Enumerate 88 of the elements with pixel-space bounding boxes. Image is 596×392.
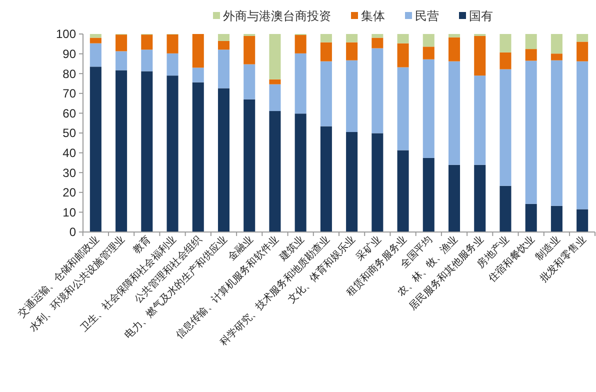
legend-label: 国有 xyxy=(469,9,493,23)
bar xyxy=(550,54,562,60)
bar xyxy=(269,79,281,84)
bar xyxy=(116,51,128,70)
bar xyxy=(576,42,588,62)
bar xyxy=(218,40,230,50)
bar xyxy=(474,164,486,232)
bar xyxy=(448,34,460,38)
bar xyxy=(500,186,512,232)
y-tick-label: 100 xyxy=(56,27,76,42)
bar xyxy=(218,34,230,41)
bar xyxy=(244,64,256,100)
y-tick-label: 20 xyxy=(62,186,76,200)
bar xyxy=(320,34,332,42)
y-tick-label: 60 xyxy=(62,106,76,120)
y-tick-label: 40 xyxy=(62,146,76,160)
bar xyxy=(474,36,486,76)
bar xyxy=(320,126,332,232)
bar xyxy=(166,53,178,76)
bar xyxy=(576,34,588,42)
bar xyxy=(141,34,153,50)
bar xyxy=(422,59,434,158)
bar xyxy=(192,34,204,68)
bar xyxy=(346,42,358,60)
bar xyxy=(448,61,460,165)
legend-label: 民营 xyxy=(415,9,439,23)
bar xyxy=(141,50,153,72)
bar xyxy=(294,114,306,232)
bar xyxy=(346,34,358,42)
bar xyxy=(500,69,512,186)
bar xyxy=(166,34,178,54)
bar xyxy=(550,206,562,232)
bar xyxy=(422,34,434,47)
bar xyxy=(141,71,153,232)
bar xyxy=(218,50,230,88)
y-tick-label: 70 xyxy=(62,86,76,101)
bar xyxy=(372,34,384,38)
bar xyxy=(422,158,434,232)
y-tick-label: 0 xyxy=(69,225,76,240)
bar xyxy=(244,36,256,64)
y-tick-label: 80 xyxy=(62,66,76,81)
bar xyxy=(397,43,409,68)
bar xyxy=(576,209,588,232)
bar xyxy=(448,37,460,62)
bar xyxy=(269,111,281,232)
y-tick-label: 10 xyxy=(62,205,76,220)
bar xyxy=(116,34,128,52)
bar xyxy=(90,66,102,232)
bar xyxy=(372,133,384,232)
bar xyxy=(550,34,562,54)
bar xyxy=(320,61,332,126)
bar xyxy=(294,34,306,54)
y-tick-label: 30 xyxy=(62,166,76,180)
y-tick-label: 50 xyxy=(62,126,76,140)
bar xyxy=(90,38,102,44)
bar xyxy=(397,150,409,232)
y-tick-label: 90 xyxy=(62,47,76,61)
bar xyxy=(90,43,102,67)
bar xyxy=(397,67,409,150)
bar xyxy=(397,34,409,44)
bar xyxy=(244,99,256,232)
bar xyxy=(166,76,178,232)
bar xyxy=(448,164,460,232)
bar xyxy=(192,68,204,82)
bar xyxy=(192,82,204,232)
bar xyxy=(525,204,537,232)
bar xyxy=(294,53,306,114)
bar xyxy=(525,34,537,50)
bar xyxy=(500,34,512,52)
legend-label: 外商与港澳台商投资 xyxy=(223,9,331,23)
legend-label: 集体 xyxy=(361,9,385,23)
bar xyxy=(422,46,434,60)
bar xyxy=(525,60,537,204)
bar xyxy=(576,61,588,210)
bar xyxy=(525,49,537,61)
bar xyxy=(269,34,281,80)
bar xyxy=(269,84,281,112)
bar xyxy=(218,88,230,232)
bar xyxy=(550,60,562,206)
bar xyxy=(474,76,486,165)
bar xyxy=(346,132,358,232)
bar xyxy=(372,38,384,48)
bar xyxy=(500,52,512,70)
bar xyxy=(320,42,332,62)
bar xyxy=(372,48,384,134)
bar xyxy=(346,60,358,132)
bar xyxy=(116,70,128,232)
bar xyxy=(90,34,102,38)
